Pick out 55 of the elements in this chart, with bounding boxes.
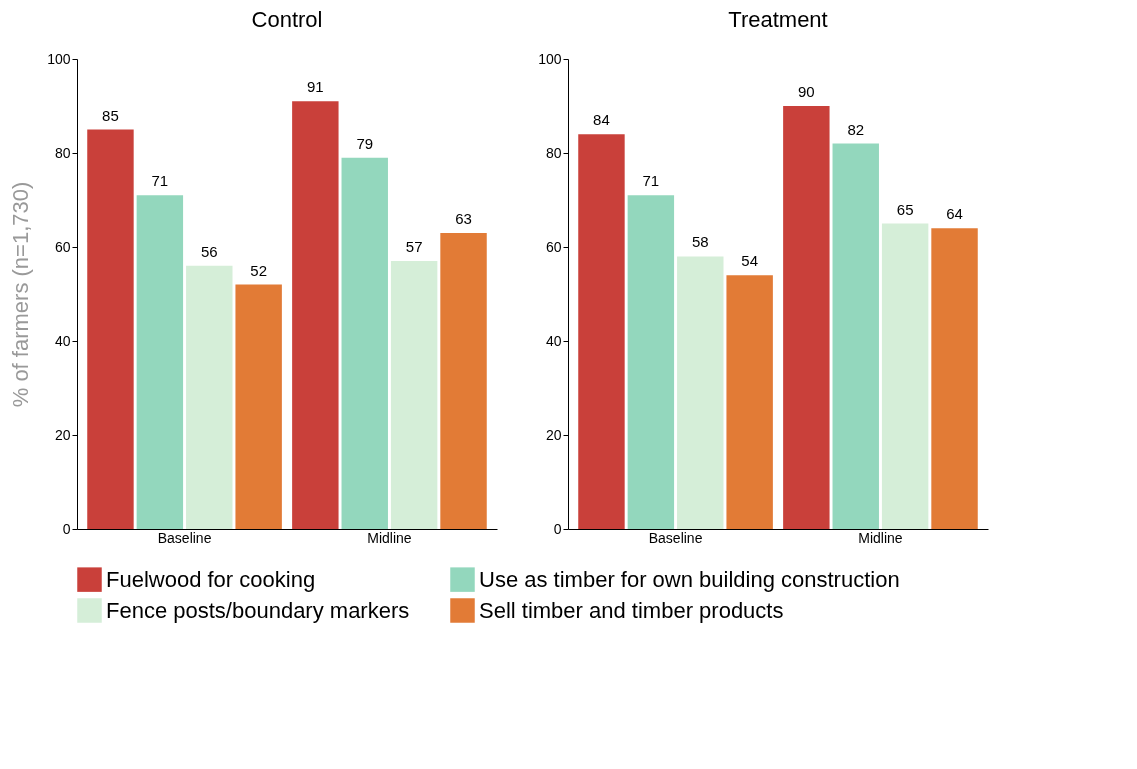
bar [832, 143, 879, 529]
data-label: 64 [946, 205, 963, 223]
bar [235, 284, 282, 529]
bar [677, 256, 724, 529]
x-tick-label: Baseline [648, 529, 703, 546]
data-label: 54 [741, 252, 758, 270]
bar [186, 265, 233, 529]
bar [783, 106, 830, 529]
chart-title: Treatment [728, 7, 828, 32]
data-label: 63 [455, 209, 472, 227]
bar [726, 275, 773, 529]
y-tick-label: 60 [54, 238, 71, 255]
y-axis-title: % of farmers (n=1,730) [8, 181, 34, 408]
bar [341, 157, 388, 529]
y-tick-label: 60 [545, 238, 562, 255]
y-tick-label: 100 [538, 50, 562, 67]
x-tick-label: Baseline [157, 529, 212, 546]
data-label: 91 [307, 78, 324, 96]
y-tick-label: 20 [545, 426, 562, 443]
data-label: 82 [847, 120, 865, 138]
data-label: 90 [798, 83, 815, 100]
y-tick-label: 0 [553, 520, 562, 537]
x-tick-label: Midline [858, 529, 903, 546]
bar [578, 134, 625, 529]
bar [931, 228, 978, 529]
bar [292, 101, 339, 529]
bar [881, 223, 929, 529]
data-label: 52 [250, 261, 267, 279]
legend-label: Fuelwood for cooking [106, 566, 316, 592]
data-label: 85 [102, 106, 119, 124]
legend-label: Sell timber and timber products [479, 597, 784, 623]
y-tick-label: 0 [62, 520, 71, 537]
data-label: 84 [593, 111, 610, 129]
data-label: 71 [642, 172, 660, 190]
y-tick-label: 40 [545, 332, 562, 349]
legend-label: Use as timber for own building construction [479, 566, 900, 592]
data-label: 57 [405, 238, 423, 256]
data-label: 58 [691, 233, 709, 251]
bar [627, 195, 675, 529]
bar [390, 261, 438, 529]
data-label: 71 [151, 172, 169, 190]
bar [136, 195, 184, 529]
chart-title: Control [251, 7, 323, 32]
y-tick-label: 80 [545, 144, 562, 161]
bar [440, 232, 487, 529]
x-tick-label: Midline [367, 529, 412, 546]
y-tick-label: 100 [47, 50, 71, 67]
data-label: 79 [356, 134, 374, 152]
legend-label: Fence posts/boundary markers [106, 597, 410, 623]
y-tick-label: 80 [54, 144, 71, 161]
y-tick-label: 40 [54, 332, 71, 349]
data-label: 56 [200, 242, 218, 260]
y-tick-label: 20 [54, 426, 71, 443]
bar [87, 129, 134, 529]
data-label: 65 [896, 200, 914, 218]
